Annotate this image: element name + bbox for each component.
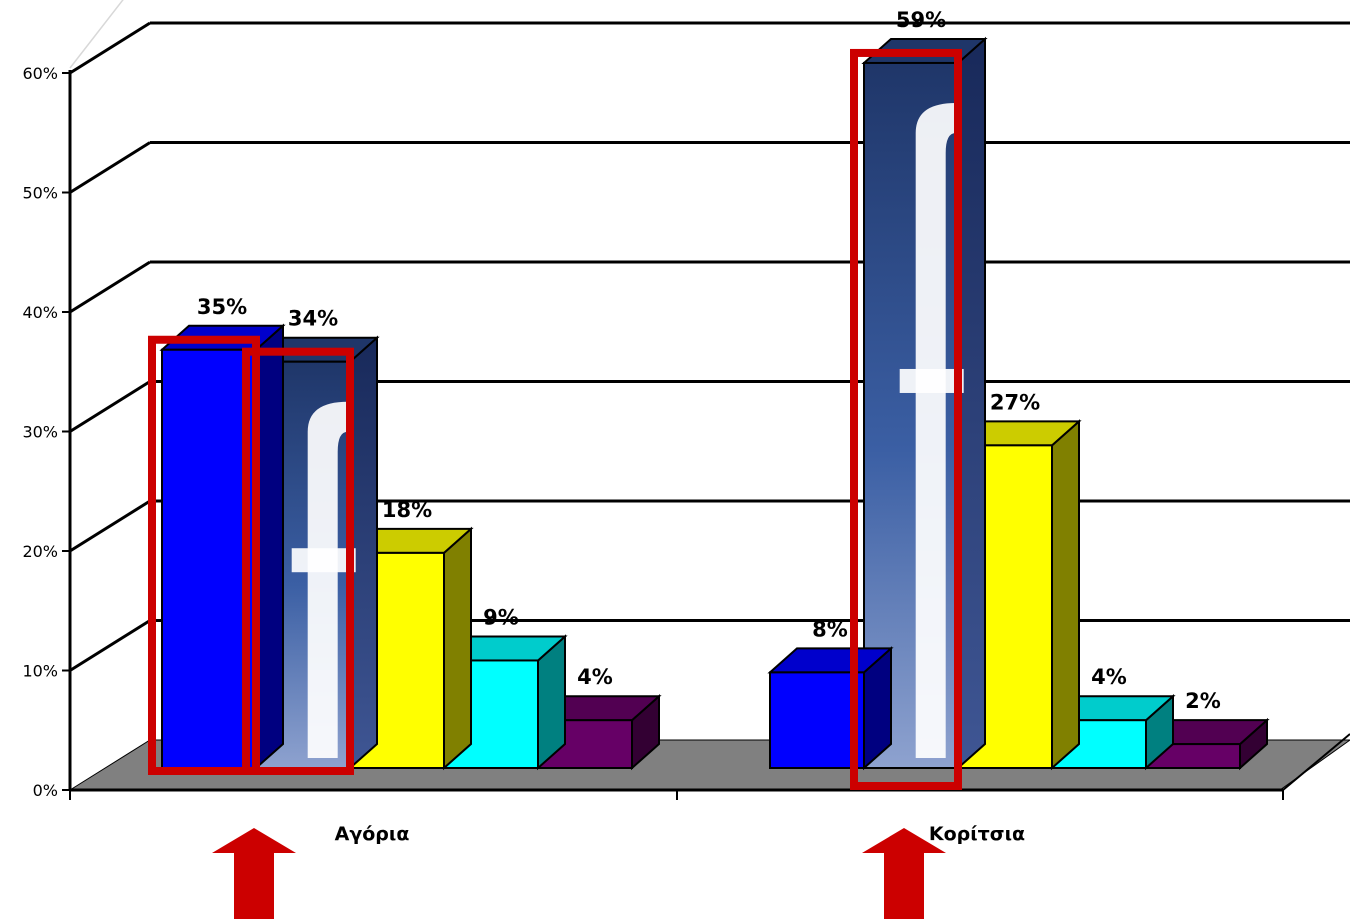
side-wall-top-edge — [69, 0, 124, 69]
up-arrow-icon — [212, 828, 296, 919]
highlight-frame — [242, 347, 354, 775]
data-label: 9% — [483, 605, 519, 629]
highlight-marks — [148, 48, 962, 919]
y-tick-label: 60% — [22, 64, 58, 83]
gridline-side — [69, 21, 151, 75]
floor-right-edge — [1282, 733, 1350, 791]
facebook-logo-crossbar — [291, 548, 356, 573]
bar-side — [957, 36, 986, 771]
y-tick-label: 0% — [33, 781, 58, 800]
data-label: 4% — [1091, 665, 1127, 689]
up-arrow-icon — [862, 828, 946, 919]
highlight-frame — [850, 48, 962, 790]
gridline-side — [69, 260, 151, 314]
gridline-side — [69, 380, 151, 433]
axes: 0% 10% 20% 30% 40% 50% 60% Αγόρια Κορίτσια — [22, 64, 1350, 845]
data-label: 8% — [812, 617, 848, 641]
gridline-side — [69, 619, 151, 672]
gridline-side — [69, 499, 151, 553]
data-label: 34% — [288, 307, 338, 331]
facebook-logo-crossbar — [899, 368, 964, 393]
data-label: 4% — [577, 665, 613, 689]
data-label: 18% — [382, 498, 432, 522]
data-label: 59% — [896, 8, 946, 32]
bar-side — [1051, 419, 1080, 771]
x-category-label: Αγόρια — [335, 823, 410, 845]
highlight-frame — [148, 335, 260, 775]
bar-side — [443, 526, 472, 771]
y-tick-label: 50% — [22, 184, 58, 203]
y-tick-label: 10% — [22, 662, 58, 681]
data-label: 35% — [197, 295, 247, 319]
data-labels: 4% 9% 18% 34% 35% 2% 4% 27% 59% 8% — [197, 8, 1221, 713]
data-label: 27% — [990, 390, 1040, 414]
y-tick-label: 30% — [22, 423, 58, 442]
facebook-logo-image — [307, 401, 348, 758]
data-label: 2% — [1185, 689, 1221, 713]
y-tick-label: 40% — [22, 303, 58, 322]
x-category-label: Κορίτσια — [929, 823, 1025, 845]
bar — [161, 348, 257, 769]
bar — [769, 671, 865, 770]
facebook-logo-image — [915, 102, 956, 758]
bars — [159, 36, 1270, 771]
y-tick-label: 20% — [22, 542, 58, 561]
gridline-side — [69, 141, 151, 194]
bar-side — [255, 323, 284, 771]
